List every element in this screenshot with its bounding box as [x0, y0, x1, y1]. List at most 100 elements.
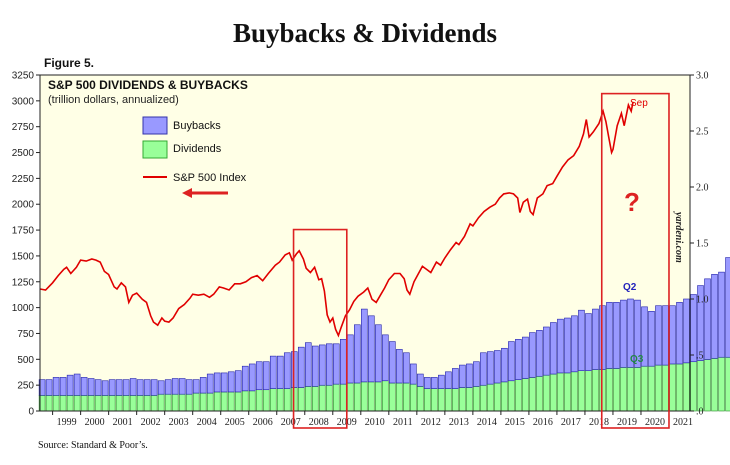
chart-title: S&P 500 DIVIDENDS & BUYBACKS	[48, 78, 248, 92]
left-tick-label: 3250	[12, 71, 35, 82]
bar-dividends	[220, 391, 228, 412]
bar-buybacks	[641, 306, 648, 367]
bar-dividends	[431, 388, 438, 412]
bar-buybacks	[403, 352, 410, 384]
bar-buybacks	[227, 371, 235, 393]
bar-buybacks	[311, 345, 319, 387]
bar-buybacks	[269, 355, 277, 389]
bar-buybacks	[571, 315, 578, 373]
bar-buybacks	[59, 377, 67, 396]
x-tick-label: 2019	[617, 417, 637, 428]
bar-buybacks	[318, 344, 326, 386]
x-tick-label: 2015	[505, 417, 525, 428]
bar-dividends	[368, 381, 375, 412]
bar-dividends	[557, 372, 564, 412]
right-tick-label: 1.0	[696, 295, 709, 306]
bar-buybacks	[199, 377, 207, 394]
bar-buybacks	[276, 355, 284, 389]
bar-dividends	[508, 380, 515, 412]
bar-dividends	[45, 395, 53, 412]
right-tick-label: 3.0	[696, 71, 709, 82]
bar-dividends	[241, 390, 249, 412]
x-tick-label: 2013	[449, 417, 469, 428]
x-tick-label: 2014	[477, 417, 497, 428]
bar-dividends	[87, 395, 95, 412]
x-tick-label: 2004	[197, 417, 217, 428]
bar-dividends	[515, 379, 522, 412]
left-tick-label: 1750	[12, 226, 35, 237]
bar-dividends	[487, 383, 494, 412]
x-tick-label: 2012	[421, 417, 441, 428]
bar-dividends	[347, 382, 354, 412]
highlight-box	[600, 92, 670, 429]
figure-label: Figure 5.	[44, 56, 95, 70]
bar-buybacks	[52, 377, 60, 396]
bar-dividends	[683, 362, 690, 412]
bar-buybacks	[487, 351, 494, 385]
bar-buybacks	[157, 380, 165, 395]
bar-buybacks	[80, 377, 88, 396]
x-tick-label: 2010	[365, 417, 385, 428]
bar-buybacks	[361, 308, 368, 383]
bar-dividends	[59, 395, 67, 412]
bar-buybacks	[234, 370, 242, 393]
bar-dividends	[711, 358, 718, 412]
bar-buybacks	[241, 365, 249, 392]
bar-dividends	[627, 367, 634, 412]
bar-dividends	[326, 384, 333, 412]
bar-dividends	[676, 363, 683, 412]
left-tick-label: 750	[17, 329, 34, 340]
bar-buybacks	[354, 324, 361, 384]
bar-buybacks	[648, 311, 655, 367]
bar-buybacks	[522, 336, 529, 379]
x-tick-label: 2002	[141, 417, 161, 428]
bar-dividends	[269, 388, 277, 412]
bar-buybacks	[683, 298, 690, 364]
bar-buybacks	[101, 380, 109, 396]
bar-buybacks	[347, 334, 354, 384]
bar-buybacks	[108, 379, 116, 396]
bar-buybacks	[529, 332, 536, 378]
x-tick-label: 2011	[393, 417, 413, 428]
annotation-q3: Q3	[630, 354, 644, 365]
bar-dividends	[185, 393, 193, 412]
x-tick-label: 2001	[113, 417, 133, 428]
x-tick-label: 2020	[645, 417, 665, 428]
bar-dividends	[361, 381, 368, 412]
bar-buybacks	[578, 309, 585, 371]
bar-buybacks	[340, 339, 347, 385]
bar-dividends	[129, 395, 137, 412]
bar-buybacks	[94, 379, 102, 396]
bar-buybacks	[185, 379, 193, 395]
bar-buybacks	[662, 305, 669, 366]
bar-dividends	[375, 381, 382, 412]
bar-buybacks	[494, 350, 501, 384]
bar-dividends	[94, 395, 102, 412]
bar-dividends	[494, 382, 501, 412]
right-tick-label: 1.5	[696, 239, 709, 250]
bar-dividends	[466, 387, 473, 412]
bar-dividends	[613, 368, 620, 412]
x-tick-label: 2000	[85, 417, 105, 428]
bar-buybacks	[620, 299, 627, 368]
bar-dividends	[529, 377, 536, 412]
bar-dividends	[704, 359, 711, 412]
bar-dividends	[66, 395, 74, 412]
left-tick-label: 1250	[12, 277, 35, 288]
bar-buybacks	[283, 352, 291, 389]
chart-subtitle: (trillion dollars, annualized)	[48, 94, 179, 106]
bar-dividends	[108, 395, 116, 412]
x-tick-label: 2021	[673, 417, 693, 428]
bar-buybacks	[333, 343, 340, 385]
bar-dividends	[283, 388, 291, 412]
bar-dividends	[662, 364, 669, 412]
legend-label-dividends: Dividends	[173, 143, 222, 155]
bar-dividends	[396, 382, 403, 412]
bar-dividends	[648, 365, 655, 412]
bar-buybacks	[704, 278, 711, 360]
bar-buybacks	[543, 326, 550, 376]
bar-dividends	[318, 384, 326, 412]
bar-dividends	[311, 386, 319, 412]
bar-buybacks	[326, 343, 333, 386]
bar-dividends	[354, 382, 361, 412]
